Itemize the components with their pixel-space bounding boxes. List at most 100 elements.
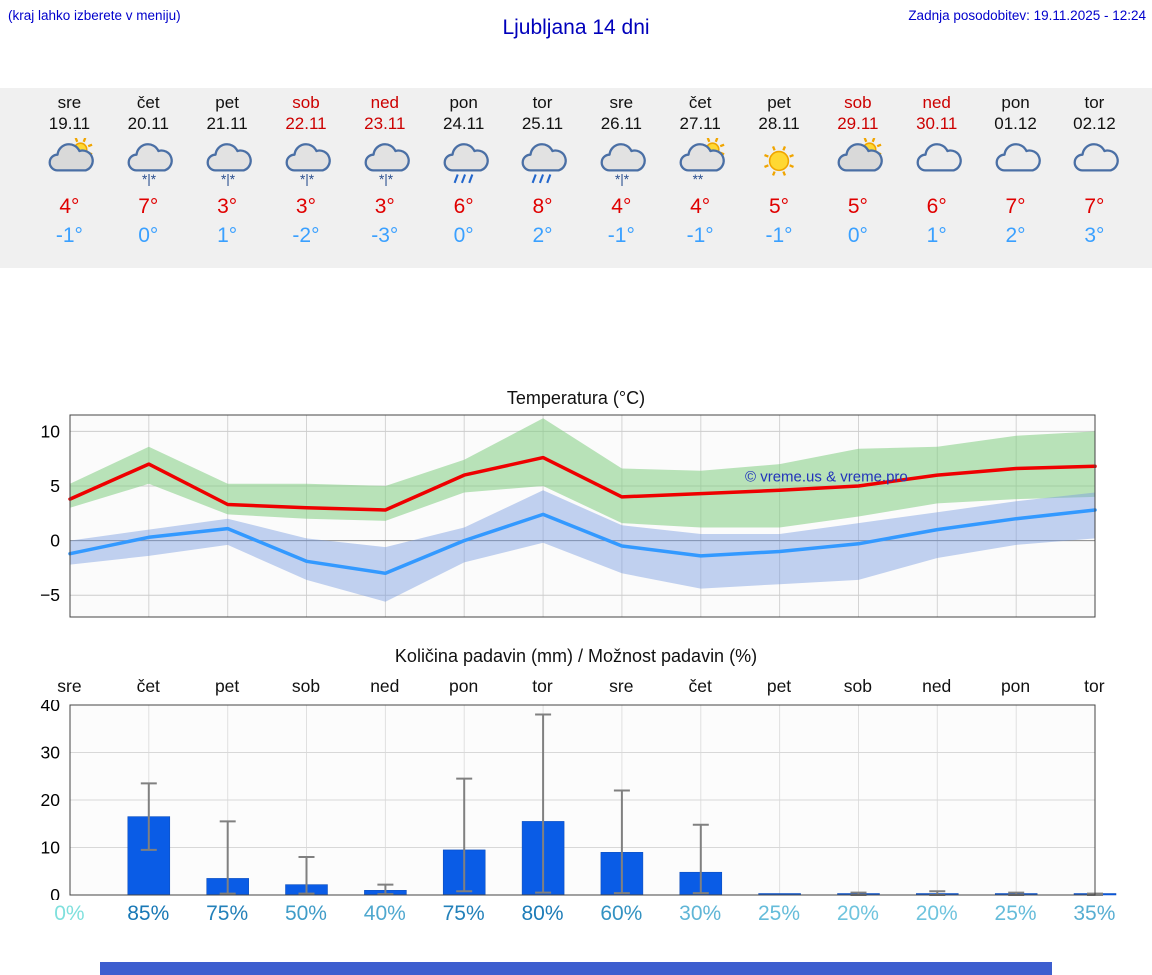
sleet-icon: *|*	[345, 138, 424, 188]
min-temperature: -1°	[686, 224, 714, 247]
precipitation-day-labels: sre čet pet sob ned pon tor sre čet pet sob ned pon t…	[30, 676, 1134, 697]
svg-text:10: 10	[41, 421, 61, 441]
day-date: 21.11	[206, 114, 248, 133]
precip-probability: 85%	[127, 902, 170, 925]
svg-text:*|*: *|*	[379, 172, 394, 186]
sun-icon	[740, 138, 819, 188]
max-temperature: 4°	[59, 195, 80, 218]
precip-probability: 20%	[836, 902, 879, 925]
min-temperature: -3°	[371, 224, 399, 247]
svg-text:© vreme.us & vreme.pro: © vreme.us & vreme.pro	[745, 469, 908, 486]
day-name: sob	[292, 93, 320, 112]
precip-day-label: sre	[57, 676, 82, 696]
min-temperature: 0°	[138, 224, 159, 247]
day-date: 30.11	[916, 114, 958, 133]
cloudy-icon	[897, 138, 976, 188]
day-date: 28.11	[758, 114, 800, 133]
max-temperature: 7°	[138, 195, 159, 218]
day-name: sre	[609, 93, 634, 112]
svg-text:40: 40	[41, 700, 61, 715]
precip-probability: 50%	[284, 902, 327, 925]
svg-text:−5: −5	[40, 585, 60, 605]
sleet-icon: *|*	[109, 138, 188, 188]
precip-probability: 60%	[600, 902, 643, 925]
min-temperature: -2°	[292, 224, 320, 247]
precip-probability: 0%	[54, 902, 85, 925]
precip-day-label: pon	[449, 676, 479, 696]
cloudy-icon	[1055, 138, 1134, 188]
precip-day-label: pon	[1000, 676, 1031, 696]
forecast-day-column: čet 27.11 ** 4° -1°	[661, 92, 740, 248]
precip-day-label: ned	[922, 676, 952, 696]
max-temperature: 6°	[453, 195, 474, 218]
forecast-columns: sre 19.11 4° -1° čet 20.11 *|* 7° 0° pet 21.11 *|* 3…	[30, 92, 1134, 248]
max-temperature: 3°	[217, 195, 238, 218]
precip-day-label: čet	[136, 676, 160, 696]
max-temperature: 6°	[926, 195, 947, 218]
min-temperature: 0°	[847, 224, 868, 247]
precip-probability: 75%	[442, 902, 485, 925]
svg-text:0: 0	[50, 885, 60, 900]
forecast-day-column: sre 19.11 4° -1°	[30, 92, 109, 248]
precip-probability: 20%	[915, 902, 958, 925]
day-date: 27.11	[679, 114, 721, 133]
max-temperature: 5°	[768, 195, 790, 218]
precip-probability: 80%	[521, 902, 564, 925]
rain-icon	[424, 138, 503, 188]
day-date: 26.11	[600, 114, 642, 133]
precip-probability: 75%	[206, 902, 249, 925]
max-temperature: 4°	[690, 195, 711, 218]
day-name: čet	[136, 93, 160, 112]
svg-text:20: 20	[41, 790, 61, 810]
last-update-timestamp: Zadnja posodobitev: 19.11.2025 - 12:24	[908, 8, 1146, 23]
day-name: sob	[844, 93, 872, 112]
forecast-day-column: sob 22.11 *|* 3° -2°	[267, 92, 346, 248]
precipitation-chart: 0 10 20 30 40	[41, 700, 1117, 900]
snow-sun-icon: **	[661, 137, 740, 188]
cloudy-icon	[976, 138, 1055, 188]
svg-text:10: 10	[41, 838, 61, 858]
day-name: sre	[57, 93, 82, 112]
forecast-day-column: pet 21.11 *|* 3° 1°	[188, 92, 267, 248]
location-menu-hint: (kraj lahko izberete v meniju)	[8, 8, 181, 23]
sleet-icon: *|*	[188, 138, 267, 188]
forecast-day-column: čet 20.11 *|* 7° 0°	[109, 92, 188, 248]
min-temperature: -1°	[607, 224, 635, 247]
day-name: ned	[922, 93, 951, 112]
precip-day-label: ned	[370, 676, 400, 696]
svg-text:*|*: *|*	[142, 172, 157, 186]
day-name: pet	[215, 93, 239, 112]
precip-day-label: sre	[609, 676, 634, 696]
day-date: 20.11	[127, 114, 169, 133]
precip-day-label: čet	[688, 676, 712, 696]
rain-icon	[503, 138, 582, 188]
svg-text:*|*: *|*	[300, 172, 315, 186]
forecast-day-column: pet 28.11 5° -1°	[740, 92, 819, 248]
day-name: čet	[688, 93, 712, 112]
day-date: 02.12	[1073, 114, 1116, 133]
min-temperature: 1°	[217, 224, 238, 247]
day-name: tor	[1084, 93, 1105, 112]
day-date: 01.12	[994, 114, 1037, 133]
forecast-day-column: ned 30.11 6° 1°	[897, 92, 976, 248]
day-name: ned	[370, 93, 399, 112]
precip-day-label: tor	[532, 676, 553, 696]
max-temperature: 5°	[847, 195, 868, 218]
page-title: Ljubljana 14 dni	[502, 16, 650, 39]
min-temperature: 3°	[1084, 224, 1105, 247]
precipitation-probability-row: 0% 85% 75% 50% 40% 75% 80% 60% 30% 25% 20% 20% 25% 35…	[30, 902, 1134, 926]
min-temperature: 2°	[1005, 224, 1026, 247]
svg-text:5: 5	[50, 476, 60, 496]
min-temperature: -1°	[55, 224, 83, 247]
day-name: pon	[449, 93, 478, 112]
precip-day-label: sob	[843, 676, 872, 696]
sleet-icon: *|*	[582, 138, 661, 188]
min-temperature: 2°	[532, 224, 553, 247]
precip-probability: 30%	[679, 902, 722, 925]
max-temperature: 4°	[611, 195, 632, 218]
forecast-day-column: sre 26.11 *|* 4° -1°	[582, 92, 661, 248]
day-name: pon	[1001, 93, 1030, 112]
precip-day-label: pet	[766, 676, 792, 696]
svg-text:30: 30	[41, 743, 61, 763]
svg-text:0: 0	[50, 531, 60, 551]
